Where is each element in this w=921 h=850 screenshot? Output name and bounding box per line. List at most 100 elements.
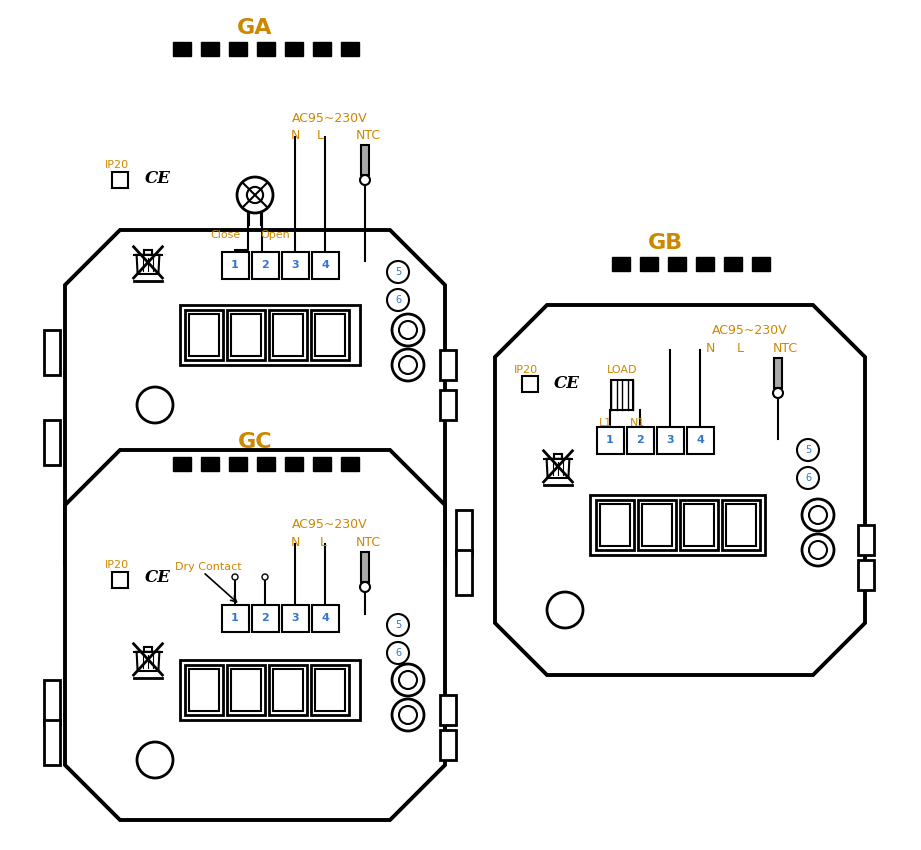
Bar [221,252,249,279]
Text: NTC: NTC [356,536,380,548]
Text: LOAD: LOAD [607,365,637,375]
Bar [341,42,359,56]
Text: L: L [317,128,323,141]
Circle shape [399,706,417,724]
Circle shape [387,642,409,664]
Bar [189,669,219,711]
Bar [597,427,624,454]
Bar [311,604,339,632]
Bar [611,380,633,410]
Bar [44,720,60,765]
Bar [273,669,303,711]
Bar [227,310,265,360]
Bar [638,500,676,550]
Circle shape [809,541,827,559]
Circle shape [247,187,263,203]
Polygon shape [136,652,159,671]
Text: 2: 2 [636,435,644,445]
Bar [311,252,339,279]
Text: N1: N1 [630,418,646,428]
Bar [285,42,303,56]
Circle shape [392,349,424,381]
Text: Open: Open [260,230,290,240]
Text: CE: CE [554,375,580,392]
Circle shape [387,614,409,636]
Bar [227,665,265,715]
Bar [221,604,249,632]
Bar [724,257,742,271]
Bar [657,427,683,454]
Circle shape [392,314,424,346]
Bar [440,695,456,725]
Circle shape [360,175,370,185]
Bar [311,665,349,715]
Text: 4: 4 [321,260,329,270]
Bar [229,457,247,471]
Bar [251,252,278,279]
Bar [361,145,369,175]
Bar [282,604,309,632]
Polygon shape [65,450,445,820]
Text: NTC: NTC [773,342,798,354]
Bar [173,42,191,56]
Text: GA: GA [238,18,273,38]
Bar [752,257,770,271]
Circle shape [809,506,827,524]
Polygon shape [546,459,569,478]
Text: 5: 5 [395,620,402,630]
Bar [600,504,630,546]
Circle shape [399,356,417,374]
Text: 1: 1 [606,435,614,445]
Circle shape [392,699,424,731]
Circle shape [392,664,424,696]
Bar [440,390,456,420]
Bar [189,314,219,356]
Polygon shape [495,305,865,675]
Bar [257,42,275,56]
Text: Close: Close [210,230,240,240]
Bar [201,42,219,56]
Text: Dry Contact: Dry Contact [175,562,241,572]
Bar [44,330,60,375]
Bar [44,680,60,725]
Bar [341,457,359,471]
Circle shape [262,574,268,580]
Bar [185,310,223,360]
Text: AC95~230V: AC95~230V [292,111,367,124]
Text: 3: 3 [291,613,298,623]
Circle shape [797,467,819,489]
Bar [361,552,369,582]
Bar [726,504,756,546]
Circle shape [137,742,173,778]
Bar [313,457,331,471]
Text: 6: 6 [395,295,401,305]
Text: AC95~230V: AC95~230V [712,324,787,337]
Bar [180,660,360,720]
Bar [642,504,672,546]
Bar [858,525,874,555]
Text: 1: 1 [231,260,239,270]
Circle shape [399,671,417,689]
Text: 3: 3 [291,260,298,270]
Bar [44,420,60,465]
Text: 5: 5 [805,445,811,455]
Text: 6: 6 [805,473,811,483]
Text: AC95~230V: AC95~230V [292,518,367,531]
Bar [696,257,714,271]
Bar [112,172,128,188]
Text: 3: 3 [666,435,674,445]
Bar [273,314,303,356]
Bar [456,510,472,555]
Text: IP20: IP20 [105,160,129,170]
Circle shape [547,592,583,628]
Bar [269,310,307,360]
Bar [257,457,275,471]
Text: 2: 2 [262,260,269,270]
Bar [522,376,538,392]
Bar [774,358,782,388]
Text: 2: 2 [262,613,269,623]
Bar [668,257,686,271]
Bar [201,457,219,471]
Circle shape [797,439,819,461]
Text: 1: 1 [231,613,239,623]
